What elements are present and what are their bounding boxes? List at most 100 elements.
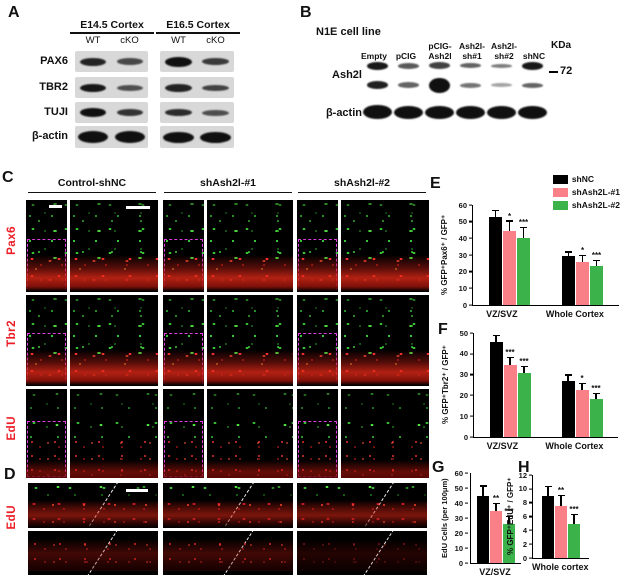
boundary-dashed-line — [359, 531, 397, 575]
blot-strip-bactin-e145 — [75, 126, 148, 148]
lane-label-line: Ash2l- — [491, 41, 517, 52]
scale-bar — [126, 206, 150, 209]
lane-label-line: sh#1 — [462, 51, 482, 62]
chart-legend: shNC shAsh2L-#1 shAsh2L-#2 — [552, 174, 620, 210]
legend-swatch — [552, 200, 568, 210]
micrograph-d-shnc-edu — [28, 531, 158, 575]
blot-group-header-e145: E14.5 Cortex — [70, 19, 154, 35]
blot-strip-tuji-e145 — [75, 102, 148, 123]
row-label-edu: EdU — [6, 416, 18, 441]
blot-strip-pax6-e165 — [160, 51, 234, 72]
blot-row-label-bactin: β-actin — [31, 130, 68, 142]
chart-pax6-quantification: E shNC shAsh2L-#1 shAsh2L-#2 % GFP⁺Pax6⁺… — [428, 170, 622, 319]
x-axis-labels: VZ/SVZ Whole Cortex — [486, 309, 604, 319]
kda-label: KDa — [551, 40, 572, 51]
y-axis-label: % GFP⁺Tbr2⁺ / GFP⁺ — [441, 345, 450, 425]
bar-groups: ** *** — [533, 475, 589, 558]
y-axis-label: EdU Cells (per 100μm) — [440, 478, 449, 558]
blot-strip-pax6-e145 — [75, 51, 148, 72]
micrograph-edu-sh1-inset — [163, 389, 204, 478]
blot-strip-tbr2-e165 — [160, 77, 234, 98]
legend-label: shNC — [571, 174, 595, 184]
roi-box — [27, 421, 66, 477]
micrograph-edu-shnc-inset — [26, 389, 67, 478]
cell-line-title: N1E cell line — [316, 26, 381, 38]
micrograph-pax6-shnc — [70, 200, 158, 292]
bar-groups: ** *** — [471, 473, 521, 563]
lane-label-line: pCIG — [395, 51, 417, 62]
micrograph-d-sh1-merge — [163, 483, 293, 528]
micrograph-edu-sh2 — [341, 389, 429, 478]
boundary-dashed-line — [359, 483, 397, 528]
micrograph-tbr2-sh1 — [207, 295, 293, 386]
x-axis-labels: VZ/SVZ Whole Cortex — [486, 441, 604, 451]
lane-label-ash2l-sh1: Ash2l- sh#1 — [455, 38, 489, 62]
row-label-tbr2: Tbr2 — [6, 320, 18, 347]
column-header-control-shnc: Control-shNC — [28, 177, 156, 193]
roi-box — [298, 333, 337, 385]
roi-box — [164, 333, 203, 385]
panel-label-h: H — [518, 459, 530, 476]
plot-area: * *** * *** — [472, 205, 619, 306]
bar-groups: * *** * *** — [473, 205, 619, 305]
roi-box — [298, 421, 337, 477]
column-header-shash2l-1: shAsh2l-#1 — [164, 177, 292, 193]
lane-label-cko: cKO — [206, 35, 225, 46]
micrograph-pax6-sh2 — [341, 200, 429, 292]
roi-box — [27, 333, 66, 385]
legend-item-shash2l-2: shAsh2L-#2 — [552, 200, 620, 210]
micrograph-d-sh2-edu — [297, 531, 427, 575]
scale-bar — [49, 205, 62, 208]
chart-tbr2-quantification: F % GFP⁺Tbr2⁺ / GFP⁺ 0 10 20 30 40 50 *** *** *… — [428, 316, 622, 458]
y-axis-ticks: 0 10 20 30 40 50 60 — [452, 201, 472, 308]
blot-strip-bactin-e165 — [160, 126, 234, 148]
micrograph-tbr2-shnc-inset — [26, 295, 67, 386]
roi-box — [298, 238, 337, 291]
legend-item-shnc: shNC — [552, 174, 620, 184]
micrograph-edu-shnc — [70, 389, 158, 478]
blot-row-label-tuji: TUJI — [44, 106, 68, 118]
x-axis-labels: VZ/SVZ — [479, 567, 511, 577]
blot-row-label-pax6: PAX6 — [40, 55, 68, 67]
micrograph-pax6-sh2-inset — [297, 200, 338, 292]
legend-label: shAsh2L-#2 — [571, 200, 620, 210]
panel-label-a: A — [8, 4, 20, 21]
blot-row-label-ash2l: Ash2l — [332, 69, 362, 81]
boundary-dashed-line — [220, 531, 258, 575]
x-axis-labels: Whole cortex — [532, 562, 589, 572]
micrograph-pax6-sh1 — [207, 200, 293, 292]
panel-label-f: F — [438, 321, 448, 338]
micrograph-edu-sh2-inset — [297, 389, 338, 478]
plot-area: *** *** * *** — [473, 333, 618, 438]
micrograph-d-sh1-edu — [163, 531, 293, 575]
roi-box — [27, 238, 66, 291]
lane-label-empty: Empty — [357, 38, 391, 62]
panel-label-e: E — [430, 175, 441, 192]
panel-label-b: B — [300, 4, 312, 21]
column-header-shash2l-2: shAsh2l-#2 — [298, 177, 426, 193]
micrograph-edu-sh1 — [207, 389, 293, 478]
lane-label-pcig: pCIG — [390, 38, 422, 62]
chart-gfp-edu: H % GFP⁺EdU⁺ / GFP⁺ 0 2 4 6 8 10 12 ** *** Whol… — [506, 458, 622, 588]
micrograph-tbr2-shnc — [70, 295, 158, 386]
lane-label-line: pCIG- — [428, 41, 452, 52]
mw-marker-72: 72 — [560, 65, 573, 77]
lane-label-wt: WT — [171, 35, 186, 46]
micrograph-d-shnc-merge — [28, 483, 158, 528]
lane-label-wt: WT — [85, 35, 101, 46]
blot-strip-bactin-n1e — [362, 101, 548, 123]
legend-swatch — [552, 187, 568, 197]
micrograph-tbr2-sh2 — [341, 295, 429, 386]
blot-group-header-e165: E16.5 Cortex — [156, 19, 240, 35]
row-label-edu-d: EdU — [6, 505, 18, 530]
micrograph-tbr2-sh2-inset — [297, 295, 338, 386]
micrograph-pax6-sh1-inset — [163, 200, 204, 292]
legend-item-shash2l-1: shAsh2L-#1 — [552, 187, 620, 197]
y-axis-label: % GFP⁺Pax6⁺ / GFP⁺ — [440, 214, 449, 296]
blot-strip-ash2l-lower — [362, 77, 548, 93]
blot-strip-ash2l-upper — [362, 58, 548, 73]
lane-label-line: shNC — [522, 51, 546, 62]
y-axis-ticks: 0 10 20 30 40 50 60 — [452, 469, 468, 566]
lane-label-cko: cKO — [120, 35, 139, 46]
